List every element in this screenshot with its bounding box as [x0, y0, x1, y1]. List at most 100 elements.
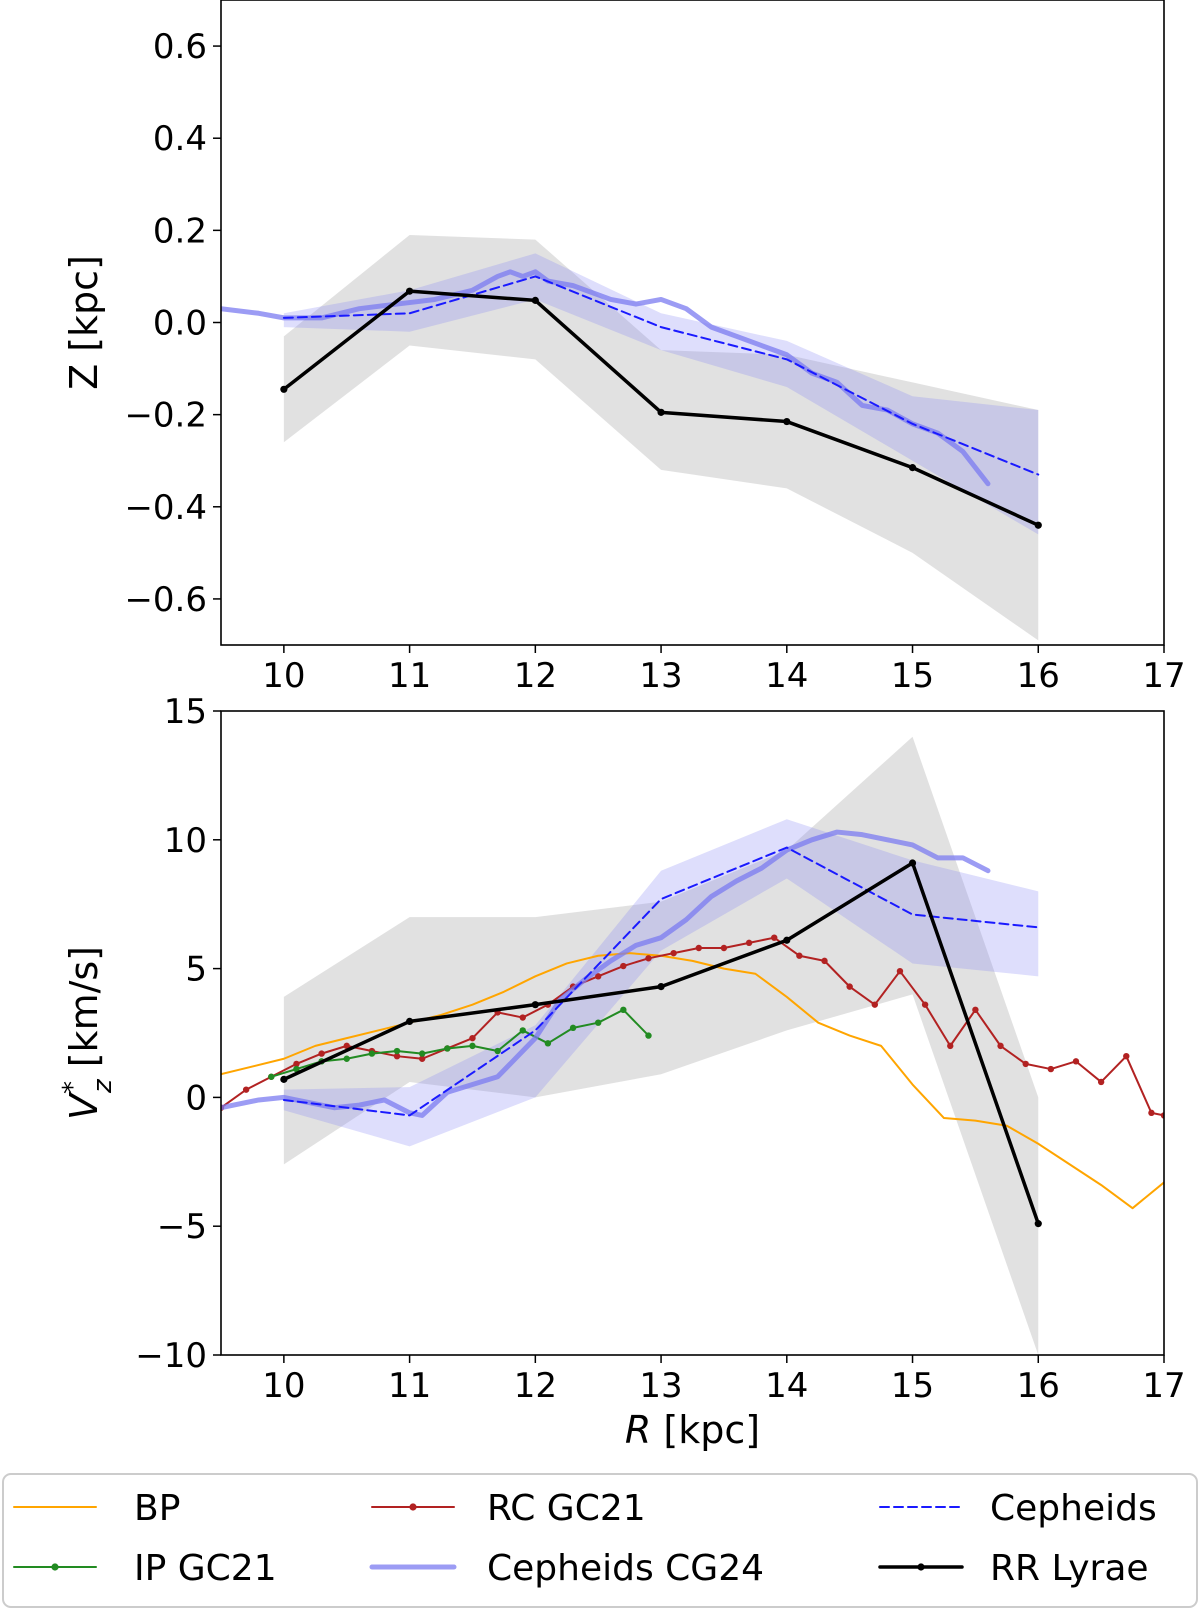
rc-gc21-point [720, 944, 728, 952]
ip-gc21-point [293, 1065, 300, 1073]
rr-lyrae-point [783, 417, 791, 426]
y-axis: 0.6 0.4 0.2 0.0 −0.2 −0.4 −0.6 [124, 27, 221, 620]
x-tick-label: 14 [765, 1366, 808, 1406]
legend-label: IP GC21 [134, 1548, 277, 1589]
rr-lyrae-point [1034, 521, 1042, 529]
y-tick-label: −5 [157, 1207, 207, 1247]
bottom-panel: 10 11 12 13 14 15 16 17 15 10 5 0 −5 −10 V*z [km/s] R [… [58, 692, 1186, 1452]
series-cepheids [282, 275, 1040, 476]
rr-lyrae-point [280, 385, 288, 393]
ip-gc21-point [268, 1073, 275, 1080]
ip-gc21-point [569, 1024, 577, 1032]
plot-area [221, 736, 1164, 1355]
x-tick-label: 11 [388, 1366, 431, 1406]
rr-lyrae-point [657, 983, 665, 991]
legend: BP IP GC21 RC GC21 Cepheids CG24 Cepheids RR … [2, 1473, 1198, 1608]
x-tick-label: 12 [514, 1366, 557, 1406]
ip-gc21-point [620, 1006, 627, 1014]
rr-lyrae-point [280, 1075, 288, 1083]
y-tick-label: −10 [135, 1336, 207, 1376]
ip-gc21-point [645, 1032, 652, 1039]
rc-gc21-point [343, 1042, 350, 1050]
legend-entry-rc-gc21: RC GC21 [371, 1488, 646, 1529]
y-tick-label: −0.2 [124, 396, 207, 436]
y-tick-label: −0.6 [124, 580, 207, 620]
x-tick-label: 10 [262, 656, 305, 696]
rc-gc21-point [595, 973, 602, 980]
x-tick-label: 15 [891, 1366, 934, 1406]
x-tick-label: 16 [1017, 656, 1060, 696]
y-tick-label: 0 [185, 1078, 207, 1118]
rc-gc21-point [745, 939, 753, 947]
x-tick-label: 15 [891, 656, 934, 696]
legend-entry-cepheids-cg24: Cepheids CG24 [369, 1548, 764, 1589]
legend-marker [917, 1563, 925, 1571]
ip-gc21-point [444, 1045, 451, 1052]
x-tick-label: 13 [639, 1366, 682, 1406]
x-tick-label: 10 [262, 1366, 305, 1406]
rc-gc21-point [871, 1001, 879, 1008]
ip-gc21-point [469, 1042, 476, 1050]
y-axis-title: Z [kpc] [62, 255, 106, 390]
rc-gc21-point [519, 1014, 526, 1021]
legend-label: Cepheids CG24 [487, 1548, 764, 1589]
y-axis: 15 10 5 0 −5 −10 [135, 692, 221, 1376]
top-panel: 10 11 12 13 14 15 16 17 0.6 0.4 0.2 0.0 −0.2 −0.4 −0.6… [62, 0, 1186, 696]
rc-gc21-point [972, 1006, 979, 1014]
rr-lyrae-band [283, 234, 1039, 641]
x-tick-label: 11 [388, 656, 431, 696]
rc-gc21-point [1022, 1060, 1029, 1068]
ip-gc21-point [343, 1055, 350, 1062]
y-tick-label: 10 [164, 821, 207, 861]
rc-gc21-point [318, 1050, 325, 1057]
rc-gc21-point [620, 962, 627, 970]
rc-gc21-point [695, 944, 702, 952]
plot-area [221, 234, 1042, 641]
series-ip-gc21 [268, 1006, 652, 1080]
rr-lyrae-point [657, 408, 665, 416]
rc-gc21-point [1123, 1052, 1130, 1060]
rc-gc21-point [1047, 1065, 1055, 1073]
rc-gc21-point [771, 934, 778, 941]
x-tick-label: 16 [1017, 1366, 1060, 1406]
rc-gc21-point [1148, 1109, 1155, 1117]
rc-gc21-point [947, 1042, 954, 1050]
legend-entry-rr-lyrae: RR Lyrae [878, 1548, 1149, 1589]
x-axis: 10 11 12 13 14 15 16 17 [262, 1355, 1186, 1406]
ip-gc21-point [393, 1047, 401, 1055]
rr-lyrae-point [908, 859, 917, 867]
rc-gc21-point [393, 1052, 401, 1060]
cepheids-cg24-line [221, 829, 991, 1118]
x-tick-label: 17 [1142, 1366, 1185, 1406]
rc-gc21-point [1097, 1078, 1105, 1086]
rc-gc21-point [896, 967, 904, 975]
rc-gc21-point [796, 952, 803, 959]
rr-lyrae-point [406, 1017, 414, 1026]
y-tick-label: 5 [185, 950, 207, 990]
rr-lyrae-point [406, 287, 414, 295]
ip-gc21-point [544, 1040, 552, 1047]
axes-frame [220, 710, 1165, 1356]
rc-gc21-point [242, 1086, 250, 1093]
y-tick-label: 0.2 [153, 211, 207, 251]
rr-lyrae-point [531, 1001, 539, 1009]
cepheids-band [283, 253, 1039, 535]
y-axis-title: V*z [km/s] [58, 946, 118, 1120]
legend-entry-ip-gc21: IP GC21 [13, 1548, 277, 1589]
ip-gc21-point [519, 1027, 526, 1034]
cepheids-line [282, 275, 1040, 476]
rc-gc21-point [469, 1034, 476, 1042]
legend-label: Cepheids [990, 1488, 1157, 1529]
series-rr-lyrae [280, 859, 1042, 1228]
ip-gc21-point [418, 1050, 426, 1057]
rr-lyrae-band [283, 736, 1039, 1355]
rc-gc21-point [846, 983, 853, 990]
cepheids-line [282, 846, 1040, 1117]
rr-lyrae-point [1034, 1220, 1042, 1228]
legend-label: RR Lyrae [990, 1548, 1149, 1589]
x-axis: 10 11 12 13 14 15 16 17 [262, 645, 1186, 696]
y-tick-label: 15 [164, 692, 207, 732]
series-cepheids-cg24 [221, 829, 991, 1118]
legend-entry-bp: BP [13, 1488, 180, 1529]
